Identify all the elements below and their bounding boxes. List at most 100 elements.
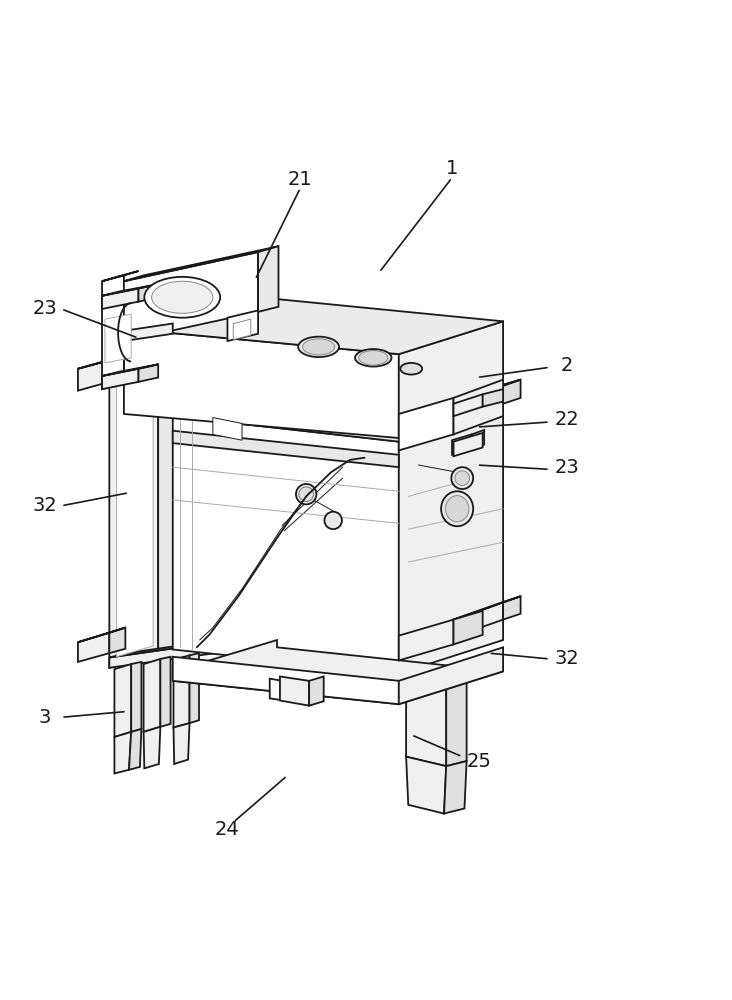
Text: 1: 1 — [446, 159, 458, 178]
Polygon shape — [124, 294, 503, 354]
Polygon shape — [454, 380, 520, 402]
Polygon shape — [124, 324, 173, 341]
Polygon shape — [454, 611, 482, 644]
Polygon shape — [399, 321, 503, 438]
Text: 3: 3 — [39, 708, 51, 727]
Polygon shape — [242, 634, 258, 649]
Ellipse shape — [298, 337, 339, 357]
Polygon shape — [116, 354, 153, 657]
Polygon shape — [280, 676, 309, 706]
Polygon shape — [138, 364, 158, 382]
Text: 23: 23 — [554, 458, 579, 477]
Ellipse shape — [446, 496, 468, 522]
Polygon shape — [173, 657, 399, 704]
Polygon shape — [173, 416, 399, 674]
Polygon shape — [444, 761, 466, 814]
Polygon shape — [258, 246, 278, 312]
Polygon shape — [454, 433, 482, 456]
Polygon shape — [452, 434, 471, 455]
Circle shape — [324, 512, 342, 529]
Polygon shape — [399, 647, 503, 704]
Ellipse shape — [355, 349, 392, 367]
Polygon shape — [213, 418, 242, 440]
Polygon shape — [454, 394, 482, 416]
Polygon shape — [109, 356, 125, 382]
Polygon shape — [105, 314, 131, 363]
Polygon shape — [138, 284, 158, 302]
Polygon shape — [78, 356, 125, 369]
Polygon shape — [109, 634, 258, 658]
Polygon shape — [173, 431, 399, 467]
Polygon shape — [109, 628, 125, 653]
Polygon shape — [447, 676, 466, 766]
Polygon shape — [173, 382, 503, 442]
Polygon shape — [173, 723, 190, 764]
Text: 32: 32 — [554, 649, 579, 668]
Polygon shape — [78, 360, 109, 391]
Ellipse shape — [359, 351, 388, 365]
Polygon shape — [102, 369, 138, 389]
Polygon shape — [114, 732, 131, 773]
Polygon shape — [102, 275, 124, 389]
Ellipse shape — [144, 277, 220, 318]
Polygon shape — [131, 662, 141, 732]
Polygon shape — [482, 389, 503, 407]
Ellipse shape — [441, 491, 473, 526]
Polygon shape — [503, 596, 520, 620]
Polygon shape — [78, 633, 109, 662]
Polygon shape — [406, 757, 447, 814]
Polygon shape — [124, 252, 258, 341]
Polygon shape — [109, 649, 175, 668]
Circle shape — [452, 467, 473, 489]
Polygon shape — [114, 664, 131, 737]
Polygon shape — [173, 655, 190, 728]
Polygon shape — [454, 596, 520, 620]
Polygon shape — [124, 329, 399, 438]
Text: 32: 32 — [33, 496, 58, 515]
Polygon shape — [399, 620, 454, 660]
Polygon shape — [242, 326, 258, 341]
Polygon shape — [158, 342, 175, 655]
Ellipse shape — [400, 363, 422, 375]
Polygon shape — [109, 331, 242, 360]
Polygon shape — [143, 659, 160, 732]
Polygon shape — [109, 347, 158, 668]
Polygon shape — [109, 639, 242, 668]
Polygon shape — [102, 289, 138, 309]
Text: 23: 23 — [33, 299, 58, 318]
Polygon shape — [129, 729, 141, 770]
Polygon shape — [160, 657, 171, 727]
Polygon shape — [102, 271, 138, 281]
Text: 25: 25 — [466, 752, 491, 771]
Polygon shape — [109, 342, 175, 360]
Polygon shape — [78, 628, 125, 642]
Polygon shape — [454, 385, 503, 421]
Polygon shape — [109, 326, 258, 350]
Polygon shape — [102, 284, 158, 296]
Ellipse shape — [152, 281, 213, 313]
Circle shape — [455, 471, 469, 485]
Polygon shape — [270, 679, 299, 703]
Polygon shape — [309, 676, 324, 706]
Text: 22: 22 — [554, 410, 579, 429]
Polygon shape — [102, 364, 158, 376]
Polygon shape — [454, 602, 503, 637]
Polygon shape — [399, 409, 503, 674]
Polygon shape — [173, 640, 503, 704]
Circle shape — [296, 484, 316, 504]
Polygon shape — [503, 380, 520, 404]
Polygon shape — [124, 246, 278, 281]
Polygon shape — [228, 310, 258, 341]
Circle shape — [299, 487, 313, 501]
Polygon shape — [190, 653, 199, 723]
Polygon shape — [399, 398, 454, 450]
Polygon shape — [471, 430, 484, 449]
Text: 2: 2 — [561, 356, 572, 375]
Ellipse shape — [302, 339, 335, 355]
Polygon shape — [234, 319, 251, 340]
Polygon shape — [406, 671, 447, 766]
Polygon shape — [143, 727, 160, 768]
Polygon shape — [454, 380, 503, 434]
Text: 21: 21 — [288, 170, 313, 189]
Text: 24: 24 — [215, 820, 240, 839]
